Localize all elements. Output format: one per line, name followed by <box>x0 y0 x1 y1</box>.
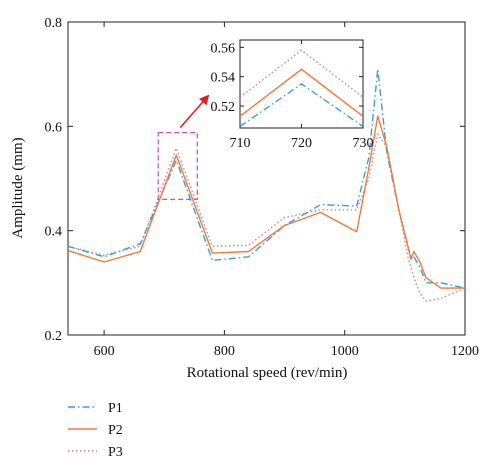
plot-frame <box>67 21 466 336</box>
x-tick-label: 1000 <box>331 344 359 359</box>
inset-series-line-p3 <box>240 49 363 98</box>
y-tick-label: 0.8 <box>45 16 63 31</box>
x-tick-label: 1200 <box>451 344 479 359</box>
inset-y-tick-label: 0.52 <box>211 100 236 115</box>
inset-y-tick-label: 0.56 <box>211 41 236 56</box>
zoom-arrow <box>179 94 210 129</box>
main-plot: 600 800 1000 1200 0.2 0.4 0.6 0.8 <box>45 16 480 359</box>
inset-x-tick-label: 730 <box>353 136 374 151</box>
inset-series-line-p1 <box>240 83 363 128</box>
y-tick-label: 0.4 <box>45 225 63 240</box>
x-tick-label: 800 <box>214 344 235 359</box>
legend-label-p1: P1 <box>108 401 123 416</box>
inset-y-tick-label: 0.54 <box>211 71 236 86</box>
inset-series-line-p2 <box>240 68 363 117</box>
inset-plot: 710 720 730 0.52 0.54 0.56 <box>211 39 374 151</box>
series-line-p1 <box>67 68 466 289</box>
inset-x-tick-label: 710 <box>230 136 251 151</box>
x-tick-label: 600 <box>94 344 115 359</box>
legend-label-p3: P3 <box>108 445 123 460</box>
x-axis-label: Rotational speed (rev/min) <box>187 365 348 381</box>
y-tick-label: 0.6 <box>45 120 63 135</box>
zoom-highlight-box <box>157 131 198 200</box>
series-line-p2 <box>67 115 465 289</box>
series-line-p3 <box>67 133 466 302</box>
y-axis-label: Amplitude (mm) <box>10 137 26 238</box>
legend: P1 P2 P3 <box>68 401 123 460</box>
legend-label-p2: P2 <box>108 423 123 438</box>
y-tick-label: 0.2 <box>45 329 63 344</box>
inset-series-group <box>240 49 363 128</box>
inset-x-tick-label: 720 <box>291 136 312 151</box>
